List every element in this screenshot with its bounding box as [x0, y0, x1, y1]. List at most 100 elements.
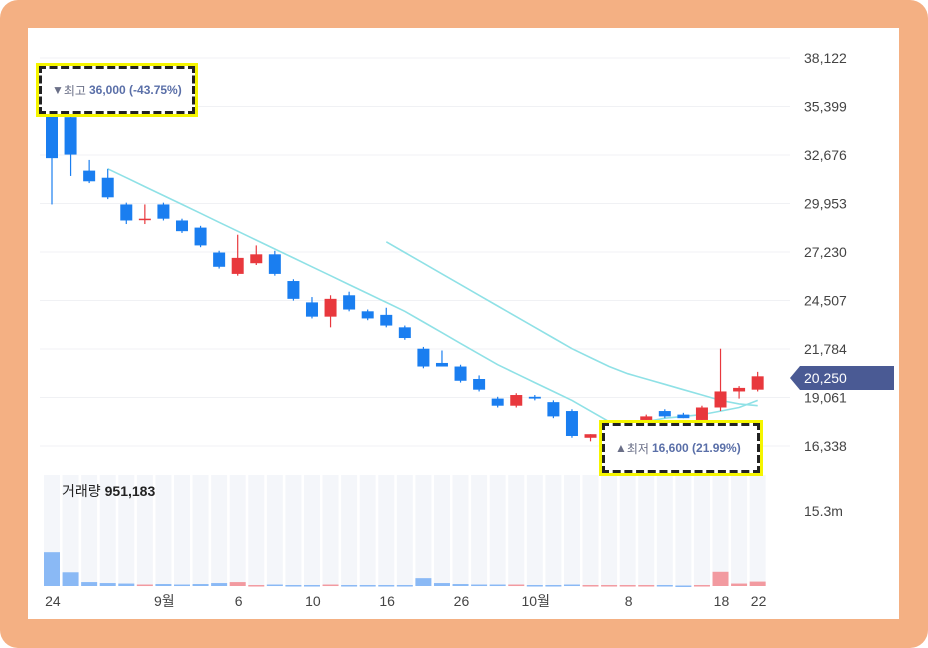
price-tick-label: 32,676	[804, 147, 847, 163]
candle-body	[175, 220, 188, 232]
candle-body	[83, 170, 96, 182]
volume-column-bg	[118, 475, 135, 586]
volume-column-bg	[452, 475, 469, 586]
candle-body	[751, 376, 764, 390]
volume-bar	[155, 584, 172, 586]
time-tick-label: 10	[305, 593, 321, 609]
candle	[305, 297, 318, 319]
volume-column-bg	[526, 475, 543, 586]
volume-bar	[248, 585, 265, 587]
volume-bar	[489, 584, 506, 587]
candle-body	[64, 117, 77, 155]
volume-bar	[285, 585, 302, 587]
volume-column-bg	[266, 475, 283, 586]
volume-bar	[452, 584, 469, 586]
candle-body	[454, 366, 467, 381]
volume-column-bg	[619, 475, 636, 586]
candle-body	[305, 302, 318, 317]
volume-bar	[229, 582, 246, 586]
volume-bar	[433, 583, 450, 586]
candle-body	[250, 254, 263, 264]
candle-body	[584, 434, 597, 438]
high-annotation: ▼ 최고 36,000 (-43.75%)	[36, 63, 198, 117]
time-tick-label: 18	[714, 593, 730, 609]
price-axis-ticks: 38,122 35,399 32,676 29,953 27,230 24,507 21,7…	[804, 50, 847, 519]
high-label: 최고	[63, 83, 86, 98]
volume-bar	[136, 584, 153, 587]
volume-bar	[322, 584, 339, 587]
candle	[250, 245, 263, 266]
volume-column-bg	[656, 475, 673, 586]
candle	[287, 279, 300, 301]
volume-column-bg	[582, 475, 599, 586]
candle	[677, 412, 690, 419]
candle	[83, 159, 96, 184]
volume-column-bg	[62, 475, 79, 586]
volume-bar	[118, 583, 135, 586]
volume-bars	[44, 552, 766, 588]
candle	[175, 218, 188, 233]
low-label: 최저	[626, 441, 649, 456]
candle-body	[398, 327, 411, 339]
volume-bar	[545, 585, 562, 587]
price-tick-label: 21,784	[804, 341, 847, 357]
volume-column-bg	[211, 475, 228, 586]
candle	[101, 168, 114, 200]
time-tick-label: 8	[625, 593, 633, 609]
candle-body	[343, 295, 356, 310]
volume-column-bg	[229, 475, 246, 586]
candle	[138, 204, 151, 225]
candle-body	[658, 411, 671, 417]
volume-column-bg	[638, 475, 655, 586]
down-triangle-icon: ▼	[52, 83, 64, 97]
candle	[751, 371, 764, 392]
price-tick-label: 19,061	[804, 390, 847, 406]
volume-column-bg	[136, 475, 153, 586]
candle-body	[287, 281, 300, 299]
volume-bar	[192, 584, 209, 586]
volume-bar	[173, 584, 190, 587]
volume-column-bg	[248, 475, 265, 586]
volume-bar	[638, 585, 655, 587]
volume-bar	[582, 585, 599, 587]
volume-column-bg	[489, 475, 506, 586]
candle	[380, 307, 393, 328]
candle-body	[46, 113, 58, 159]
candle-body	[324, 298, 337, 317]
candle-body	[677, 414, 690, 419]
volume-column-bg	[303, 475, 320, 586]
candle	[120, 202, 133, 225]
volume-column-bg	[173, 475, 190, 586]
candle-body	[194, 227, 207, 246]
time-tick-label: 26	[454, 593, 470, 609]
candle	[528, 395, 541, 401]
volume-column-bg	[99, 475, 116, 586]
volume-bar	[471, 584, 488, 587]
candle	[157, 202, 170, 221]
volume-column-bg	[396, 475, 413, 586]
candle	[473, 375, 486, 392]
low-value: 16,600 (21.99%)	[651, 441, 741, 455]
candle	[714, 348, 727, 412]
candle-body	[138, 218, 151, 221]
candle-body	[473, 378, 486, 390]
candle	[343, 291, 356, 312]
time-tick-label: 9월	[154, 593, 175, 609]
candle-body	[695, 407, 708, 420]
candle	[510, 393, 523, 408]
candle-body	[510, 395, 523, 406]
moving-average-short	[107, 168, 758, 423]
volume-column-bg	[322, 475, 339, 586]
candle-body	[733, 387, 746, 392]
volume-column-bg	[285, 475, 302, 586]
volume-column-bg	[693, 475, 710, 586]
volume-column-bg	[378, 475, 395, 586]
time-tick-label: 16	[379, 593, 395, 609]
volume-bar	[303, 585, 320, 587]
low-annotation: ▲ 최저 16,600 (21.99%)	[599, 420, 763, 476]
volume-column-bg	[155, 475, 172, 586]
moving-average-long	[385, 241, 758, 407]
candle	[491, 396, 504, 408]
candlesticks	[46, 95, 764, 442]
